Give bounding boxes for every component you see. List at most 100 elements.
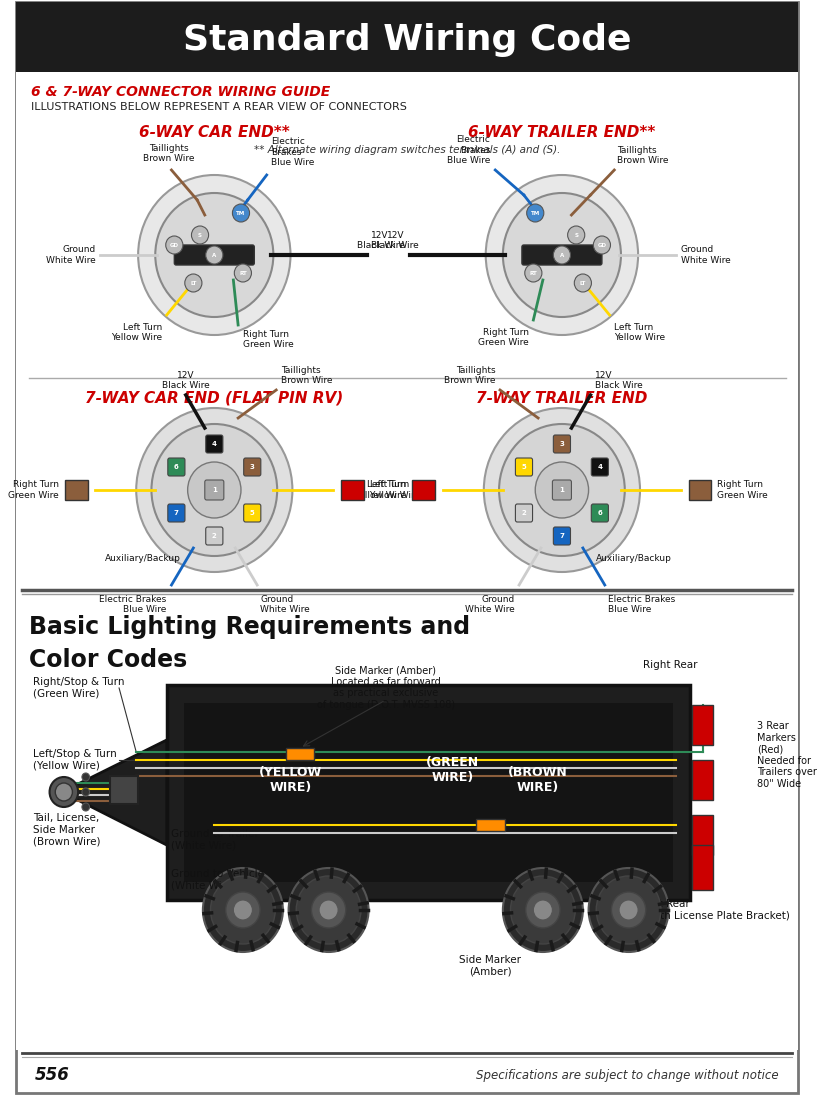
Bar [16,72,798,590]
Circle shape [152,424,277,556]
Circle shape [596,876,661,944]
Text: Right/Stop & Turn
(Green Wire): Right/Stop & Turn (Green Wire) [33,677,125,699]
Circle shape [138,175,290,335]
Text: ILLUSTRATIONS BELOW REPRESENT A REAR VIEW OF CONNECTORS: ILLUSTRATIONS BELOW REPRESENT A REAR VIE… [31,102,408,112]
Circle shape [226,892,260,927]
Circle shape [312,892,346,927]
Text: 556: 556 [35,1067,70,1084]
Bar [285,748,314,760]
Text: S: S [198,232,202,238]
FancyBboxPatch shape [167,458,185,476]
FancyBboxPatch shape [205,480,224,500]
Text: Taillights
Brown Wire: Taillights Brown Wire [617,146,668,165]
Text: Right Rear: Right Rear [643,660,697,670]
Text: Right Turn
Green Wire: Right Turn Green Wire [243,330,294,349]
FancyBboxPatch shape [243,504,261,522]
Text: 3: 3 [250,464,255,470]
FancyBboxPatch shape [174,245,254,265]
Circle shape [568,226,585,244]
Text: 1: 1 [212,487,217,493]
FancyBboxPatch shape [205,435,223,453]
Text: Right Turn
Green Wire: Right Turn Green Wire [717,481,768,499]
Text: Ground to Vehicle
(White Wire): Ground to Vehicle (White Wire) [172,869,265,891]
Circle shape [205,246,223,264]
Bar [65,480,87,500]
Circle shape [187,462,241,518]
Circle shape [166,237,183,254]
FancyBboxPatch shape [592,458,608,476]
Bar [110,776,138,804]
Text: ** Alternate wiring diagram switches terminals (A) and (S).: ** Alternate wiring diagram switches ter… [254,145,561,155]
Bar [341,480,364,500]
Text: RT: RT [239,270,247,276]
Text: TM: TM [236,210,246,216]
Circle shape [503,193,621,316]
Text: Color Codes: Color Codes [29,648,186,672]
FancyBboxPatch shape [553,480,572,500]
Circle shape [289,868,369,952]
Text: (GREEN
WIRE): (GREEN WIRE) [426,756,479,784]
FancyBboxPatch shape [205,527,223,545]
Text: 6 & 7-WAY CONNECTOR WIRING GUIDE: 6 & 7-WAY CONNECTOR WIRING GUIDE [31,85,331,99]
Text: 6: 6 [174,464,179,470]
Text: RT: RT [530,270,537,276]
Text: A: A [212,253,216,257]
Text: GD: GD [597,242,606,247]
Circle shape [319,900,338,920]
Circle shape [82,773,90,781]
Text: Right Turn
Green Wire: Right Turn Green Wire [8,481,59,499]
Text: 12V
Black Wire: 12V Black Wire [357,231,405,250]
Text: GD: GD [170,242,179,247]
Text: Ground
White Wire: Ground White Wire [45,245,95,265]
Text: Taillights
Brown Wire: Taillights Brown Wire [143,143,195,163]
Text: TM: TM [530,210,540,216]
Text: S: S [574,232,578,238]
Text: 3 Rear
Markers
(Red)
Needed for
Trailers over
80" Wide: 3 Rear Markers (Red) Needed for Trailers… [757,721,817,789]
Text: 4: 4 [597,464,602,470]
Text: Specifications are subject to change without notice: Specifications are subject to change wit… [476,1069,779,1082]
Circle shape [296,876,361,944]
FancyBboxPatch shape [592,504,608,522]
Circle shape [588,868,668,952]
FancyBboxPatch shape [554,435,571,453]
Circle shape [526,204,544,222]
Bar [689,480,711,500]
Text: Left Turn
Yellow Wire: Left Turn Yellow Wire [615,323,666,343]
Circle shape [185,274,202,292]
Text: 12V
Black Wire: 12V Black Wire [162,370,210,390]
Text: 5: 5 [521,464,526,470]
Text: 2: 2 [521,510,526,516]
Text: Electric
Brakes
Blue Wire: Electric Brakes Blue Wire [447,135,491,165]
Text: Ground
White Wire: Ground White Wire [464,595,514,614]
Text: Left Rear
(With License Plate Bracket): Left Rear (With License Plate Bracket) [643,899,790,921]
Circle shape [82,788,90,796]
Text: Left/Stop & Turn
(Yellow Wire): Left/Stop & Turn (Yellow Wire) [33,749,117,771]
Text: Taillights
Brown Wire: Taillights Brown Wire [444,366,495,385]
Text: Ground
White Wire: Ground White Wire [681,245,731,265]
Bar [184,703,673,881]
FancyBboxPatch shape [167,504,185,522]
Text: (BROWN
WIRE): (BROWN WIRE) [508,766,568,794]
Text: Ground
White Wire: Ground White Wire [260,595,309,614]
Circle shape [191,226,209,244]
Text: 12V
Black Wire: 12V Black Wire [596,370,643,390]
Text: 6: 6 [597,510,602,516]
Text: LT: LT [191,280,196,286]
Circle shape [554,246,571,264]
Circle shape [486,175,638,335]
Circle shape [619,900,638,920]
Text: 3: 3 [559,441,564,447]
Circle shape [233,900,252,920]
Text: 7-WAY TRAILER END: 7-WAY TRAILER END [476,391,648,405]
Circle shape [136,408,292,572]
Circle shape [210,876,276,944]
Bar [16,590,798,1050]
Text: Standard Wiring Code: Standard Wiring Code [183,23,632,57]
Polygon shape [62,740,167,845]
Bar [476,819,505,831]
Text: A: A [560,253,564,257]
Bar [692,760,714,800]
Circle shape [535,462,588,518]
Text: 4: 4 [212,441,217,447]
Circle shape [511,876,575,944]
